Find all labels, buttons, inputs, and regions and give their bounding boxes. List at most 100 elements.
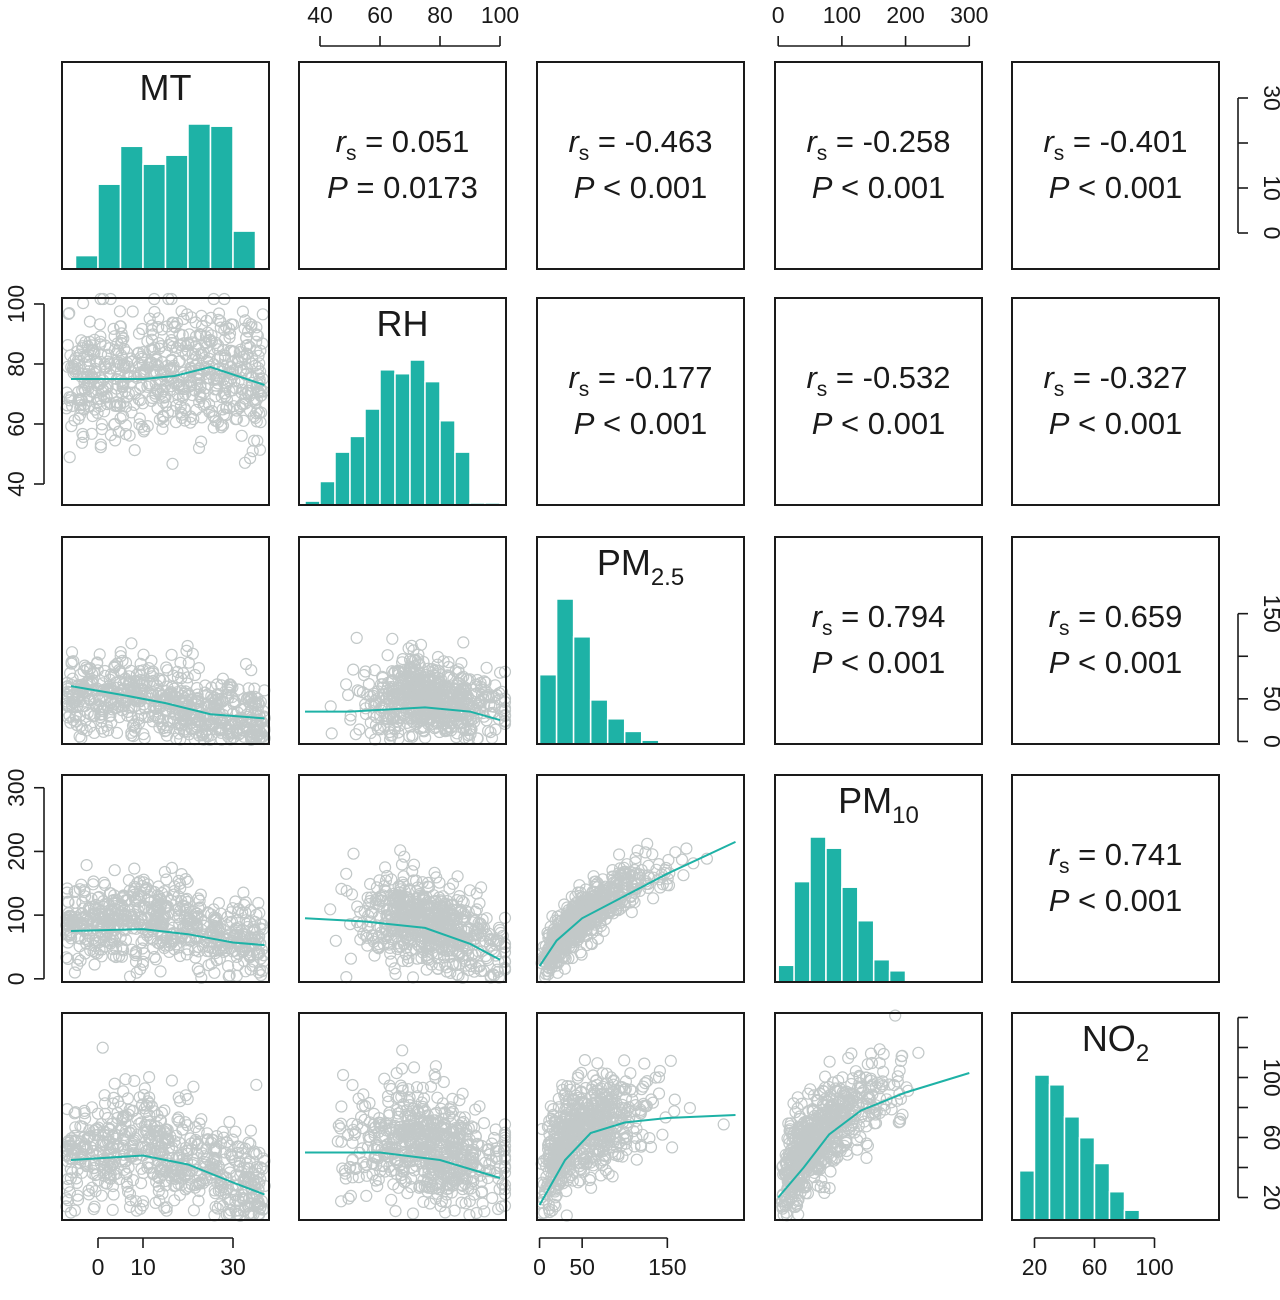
scatter-point: [194, 888, 207, 901]
scatter-point: [366, 929, 379, 942]
scatter-point: [97, 405, 111, 418]
scatter-point: [185, 311, 198, 324]
scatter-point: [170, 341, 183, 354]
scatter-point: [77, 911, 90, 924]
scatter-point: [114, 645, 127, 659]
scatter-point: [376, 671, 389, 685]
scatter-point: [141, 380, 154, 393]
scatter-point: [78, 371, 91, 384]
scatter-point: [205, 957, 218, 971]
scatter-point: [217, 344, 230, 357]
scatter-point: [458, 696, 471, 709]
scatter-point: [405, 639, 418, 652]
scatter-point: [155, 935, 168, 949]
scatter-point: [434, 710, 447, 723]
scatter-point: [612, 848, 626, 861]
scatter-point: [80, 661, 93, 674]
scatter-point: [142, 661, 155, 675]
scatter-point: [251, 434, 264, 447]
scatter-point: [468, 924, 481, 937]
scatter-point: [587, 870, 600, 883]
smooth-line: [305, 706, 501, 722]
scatter-point: [139, 689, 152, 702]
scatter-point: [209, 336, 223, 349]
scatter-point: [324, 700, 337, 713]
scatter-point: [109, 950, 123, 964]
scatter-point: [128, 880, 141, 893]
scatter-point: [189, 694, 202, 708]
scatter-point: [388, 666, 401, 679]
scatter-point: [98, 1097, 112, 1110]
scatter-point: [433, 688, 446, 701]
scatter-point: [176, 329, 189, 342]
scatter-point: [174, 400, 187, 413]
scatter-point: [242, 682, 255, 695]
scatter-point: [354, 933, 367, 946]
scatter-point: [397, 665, 410, 678]
scatter-point: [85, 892, 98, 905]
scatter-point: [78, 885, 91, 899]
scatter-point: [84, 944, 97, 957]
scatter-point: [446, 957, 459, 971]
scatter-point: [344, 952, 357, 965]
scatter-point: [410, 693, 423, 707]
scatter-point: [445, 923, 458, 937]
scatter-point: [65, 420, 78, 433]
scatter-point: [182, 656, 195, 669]
scatter-point: [137, 955, 150, 968]
scatter-point: [255, 715, 269, 729]
scatter-point: [227, 400, 240, 413]
scatter-point: [359, 707, 373, 721]
scatter-point: [174, 882, 187, 895]
scatter-point: [193, 894, 206, 907]
scatter-point: [384, 889, 397, 902]
scatter-point: [239, 352, 252, 366]
scatter-point: [382, 688, 395, 701]
scatter-point: [166, 680, 179, 694]
scatter-point: [253, 906, 266, 920]
scatter-point: [192, 661, 205, 675]
scatter-point: [105, 716, 118, 729]
scatter-point: [361, 891, 374, 904]
scatter-point: [67, 713, 80, 727]
scatter-point: [126, 911, 139, 924]
scatter-point: [462, 921, 475, 934]
scatter-point: [416, 876, 429, 889]
scatter-points: [324, 631, 512, 746]
scatter-point: [62, 929, 75, 942]
scatter-point: [76, 427, 89, 441]
scatter-point: [160, 661, 173, 674]
scatter-point: [220, 377, 233, 390]
scatter-point: [76, 342, 89, 355]
scatter-point: [172, 902, 185, 915]
scatter-point: [181, 875, 194, 888]
scatter-point: [394, 712, 407, 725]
scatter-point: [384, 909, 397, 922]
scatter-point: [111, 896, 124, 910]
scatter-point: [245, 371, 258, 384]
scatter-point: [144, 896, 157, 909]
scatter-point: [646, 892, 660, 905]
scatter-point: [433, 876, 446, 889]
scatter-point: [470, 961, 483, 975]
scatter-point: [195, 435, 208, 448]
scatter-point: [203, 398, 216, 411]
scatter-point: [680, 842, 693, 855]
scatter-point: [67, 655, 80, 668]
scatter-point: [111, 356, 124, 369]
scatter-point: [422, 899, 435, 912]
scatter-point: [166, 457, 179, 470]
scatter-point: [184, 376, 198, 389]
scatter-panel-PM10-vs-PM25: [535, 837, 736, 984]
scatter-point: [129, 387, 142, 400]
scatter-point: [125, 637, 138, 650]
scatter-point: [165, 648, 178, 661]
scatter-point: [207, 712, 220, 725]
scatter-point: [353, 685, 366, 698]
scatter-point: [458, 913, 471, 927]
scatter-panel-PM25-vs-MT: [60, 637, 271, 747]
scatter-point: [93, 318, 107, 331]
scatter-point: [114, 412, 127, 425]
scatter-point: [436, 890, 449, 903]
scatter-point: [445, 706, 458, 720]
